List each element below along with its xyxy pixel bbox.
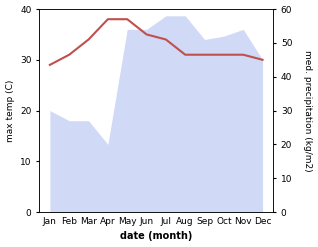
X-axis label: date (month): date (month) bbox=[120, 231, 192, 242]
Y-axis label: max temp (C): max temp (C) bbox=[5, 79, 15, 142]
Y-axis label: med. precipitation (kg/m2): med. precipitation (kg/m2) bbox=[303, 50, 313, 171]
